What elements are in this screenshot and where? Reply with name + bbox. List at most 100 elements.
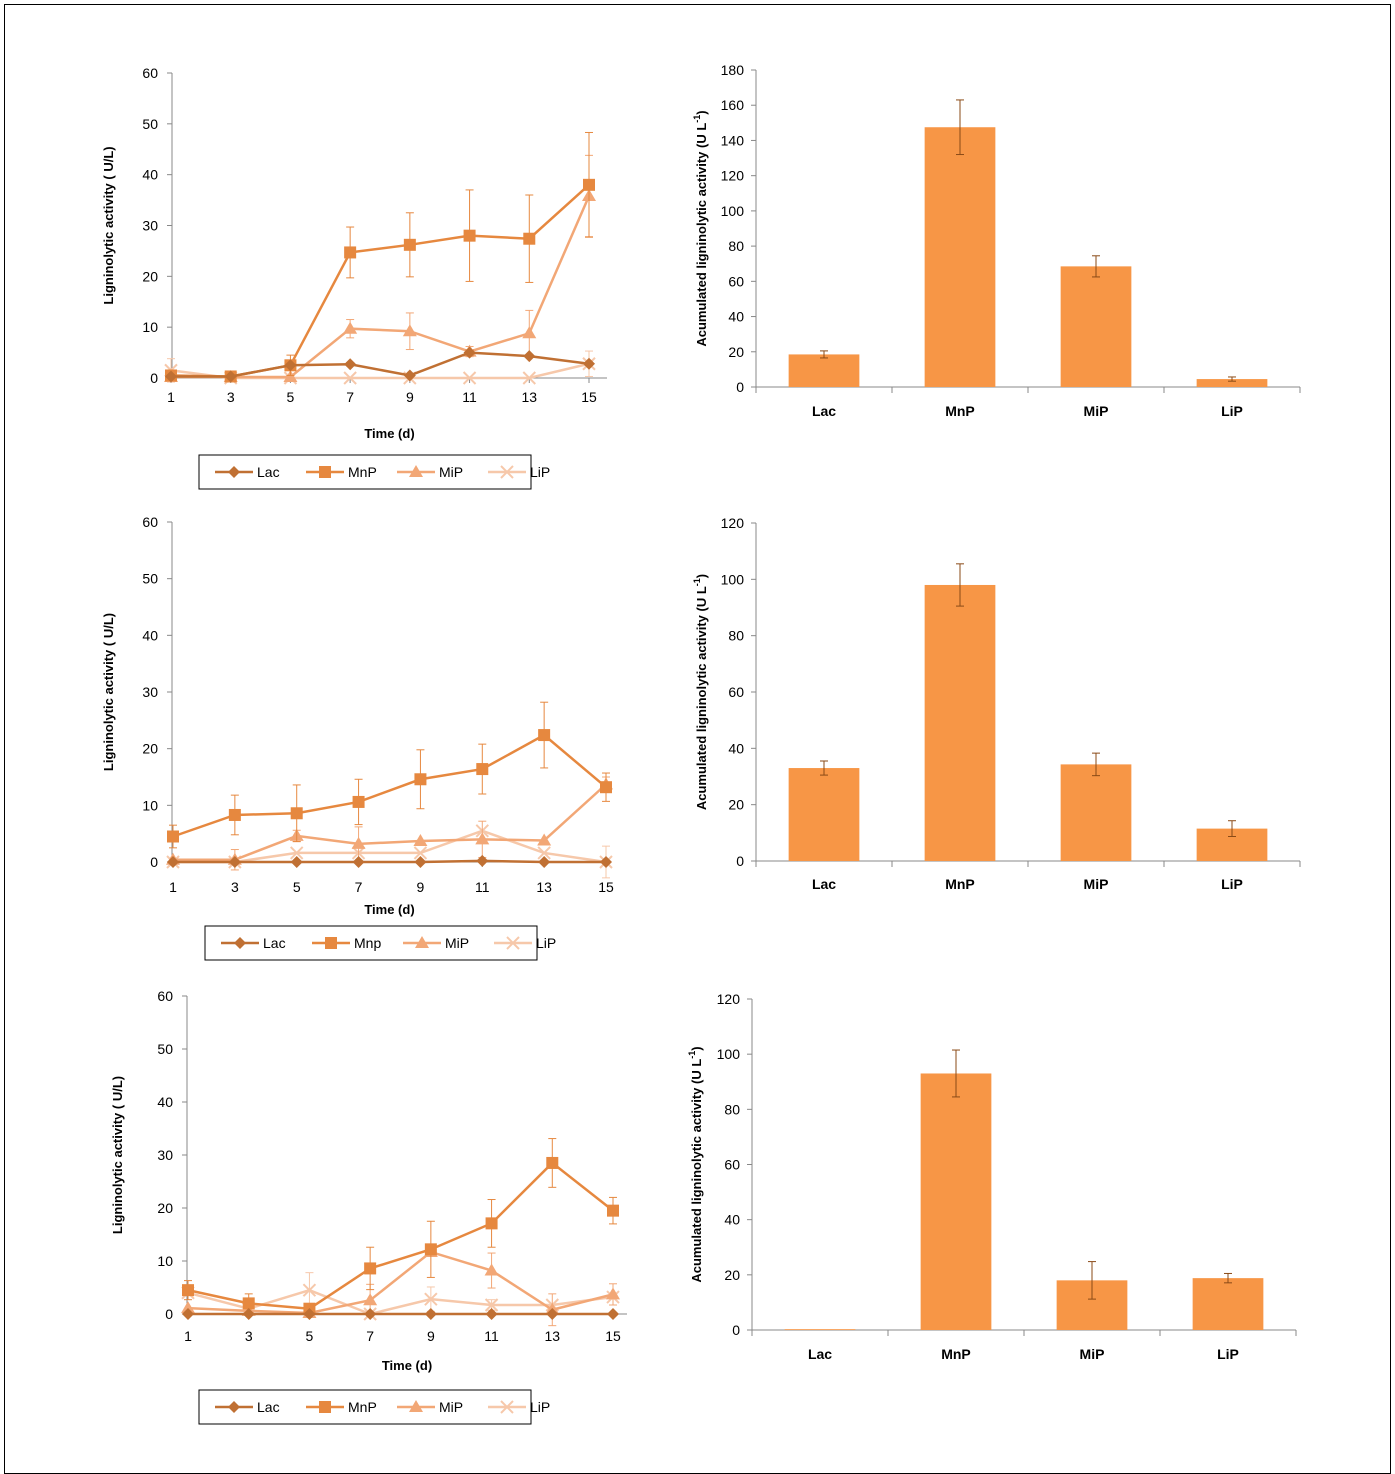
x-tick-label: 7 xyxy=(355,879,363,895)
legend-marker xyxy=(319,1401,331,1413)
x-tick-label: 5 xyxy=(306,1328,314,1344)
legend: Lac MnP MiP LiP xyxy=(198,1389,550,1425)
x-tick-label: 7 xyxy=(366,1328,374,1344)
category-label: Lac xyxy=(812,403,836,419)
x-tick-label: 13 xyxy=(544,1328,560,1344)
data-point xyxy=(242,1297,255,1310)
y-tick-label: 40 xyxy=(728,740,744,756)
y-tick-label: 50 xyxy=(142,116,158,132)
bar-chart-5: 0 20 40 60 80 100 120 Lac MnP MiP LiP Acumulated li… xyxy=(687,991,1297,1362)
legend-label: Mnp xyxy=(354,935,381,951)
x-tick-label: 7 xyxy=(346,389,354,405)
y-tick-label: 40 xyxy=(728,309,744,325)
x-tick-label: 1 xyxy=(169,879,177,895)
data-point xyxy=(167,830,179,843)
data-point xyxy=(484,1298,499,1312)
y-axis-title: Ligninolytic activity ( U/L) xyxy=(110,1076,125,1234)
legend-marker xyxy=(500,465,514,479)
x-tick-label: 9 xyxy=(406,389,414,405)
bar-chart-1: 0 20 40 60 80 100 120 140 160 180 Lac MnP MiP LiP Acum… xyxy=(692,62,1301,419)
data-point xyxy=(583,357,595,370)
y-tick-label: 40 xyxy=(142,627,158,643)
legend-label: MiP xyxy=(445,935,469,951)
legend-marker xyxy=(415,936,429,948)
data-point xyxy=(364,1308,377,1320)
series-line xyxy=(172,733,607,838)
data-point xyxy=(283,369,298,382)
x-tick-label: 9 xyxy=(427,1328,435,1344)
data-point xyxy=(546,1156,559,1169)
data-point xyxy=(463,229,476,242)
y-axis-title: Acumulated ligninolytic activity (U L-1) xyxy=(692,110,709,346)
y-tick-label: 80 xyxy=(728,238,744,254)
legend-label: Lac xyxy=(257,464,280,480)
category-label: MiP xyxy=(1080,1346,1105,1362)
legend-label: Lac xyxy=(263,935,286,951)
legend: Lac Mnp MiP LiP xyxy=(204,925,556,961)
data-point xyxy=(606,1287,620,1300)
y-tick-label: 60 xyxy=(728,684,744,700)
data-point xyxy=(522,326,537,339)
legend-marker xyxy=(319,466,331,478)
x-axis-title: Time (d) xyxy=(382,1358,432,1373)
data-point xyxy=(403,238,416,251)
bar-lac xyxy=(784,1329,856,1330)
x-tick-label: 15 xyxy=(598,879,614,895)
legend: Lac MnP MiP LiP xyxy=(198,454,550,490)
y-tick-label: 20 xyxy=(728,344,744,360)
data-point xyxy=(463,346,476,359)
y-tick-label: 60 xyxy=(728,273,744,289)
data-point xyxy=(476,854,489,867)
data-point xyxy=(182,1308,194,1320)
data-point xyxy=(522,371,536,385)
legend-label: MiP xyxy=(439,1399,463,1415)
y-tick-label: 50 xyxy=(157,1041,173,1057)
legend-item-mip: MiP xyxy=(397,1399,463,1415)
bar-mnp xyxy=(924,584,996,861)
y-tick-label: 40 xyxy=(157,1094,173,1110)
x-tick-label: 3 xyxy=(231,879,239,895)
data-point xyxy=(600,781,612,794)
data-point xyxy=(476,763,489,776)
bar-lac xyxy=(788,354,860,387)
data-point xyxy=(475,832,490,845)
legend-box xyxy=(198,454,532,490)
y-tick-label: 10 xyxy=(142,319,158,335)
data-point xyxy=(403,369,416,382)
data-point xyxy=(537,846,551,860)
legend-marker xyxy=(409,465,423,477)
legend-label: MnP xyxy=(348,1399,377,1415)
x-tick-label: 15 xyxy=(581,389,597,405)
x-tick-label: 5 xyxy=(287,389,295,405)
data-point xyxy=(303,1308,316,1320)
y-tick-label: 0 xyxy=(150,370,158,386)
data-point xyxy=(302,1283,317,1297)
series-lac xyxy=(165,346,595,383)
data-point xyxy=(165,370,177,383)
y-tick-label: 20 xyxy=(724,1267,740,1283)
series-line xyxy=(171,195,591,379)
data-point xyxy=(538,856,551,868)
legend-box xyxy=(198,1389,532,1425)
category-label: LiP xyxy=(1221,876,1243,892)
y-tick-label: 30 xyxy=(157,1147,173,1163)
category-label: Lac xyxy=(808,1346,832,1362)
data-point xyxy=(424,1308,437,1320)
x-tick-label: 3 xyxy=(227,389,235,405)
series-lac xyxy=(182,1308,619,1320)
x-tick-label: 3 xyxy=(245,1328,253,1344)
data-point xyxy=(484,1263,499,1276)
series-line xyxy=(173,783,607,861)
data-point xyxy=(352,856,365,868)
data-point xyxy=(351,836,366,849)
y-tick-label: 60 xyxy=(157,988,173,1004)
legend-marker xyxy=(228,1401,240,1413)
data-point xyxy=(290,856,303,868)
data-point xyxy=(424,1292,438,1306)
x-tick-label: 9 xyxy=(417,879,425,895)
y-tick-label: 50 xyxy=(142,571,158,587)
data-point xyxy=(537,833,552,846)
category-label: LiP xyxy=(1217,1346,1239,1362)
x-tick-label: 1 xyxy=(184,1328,192,1344)
